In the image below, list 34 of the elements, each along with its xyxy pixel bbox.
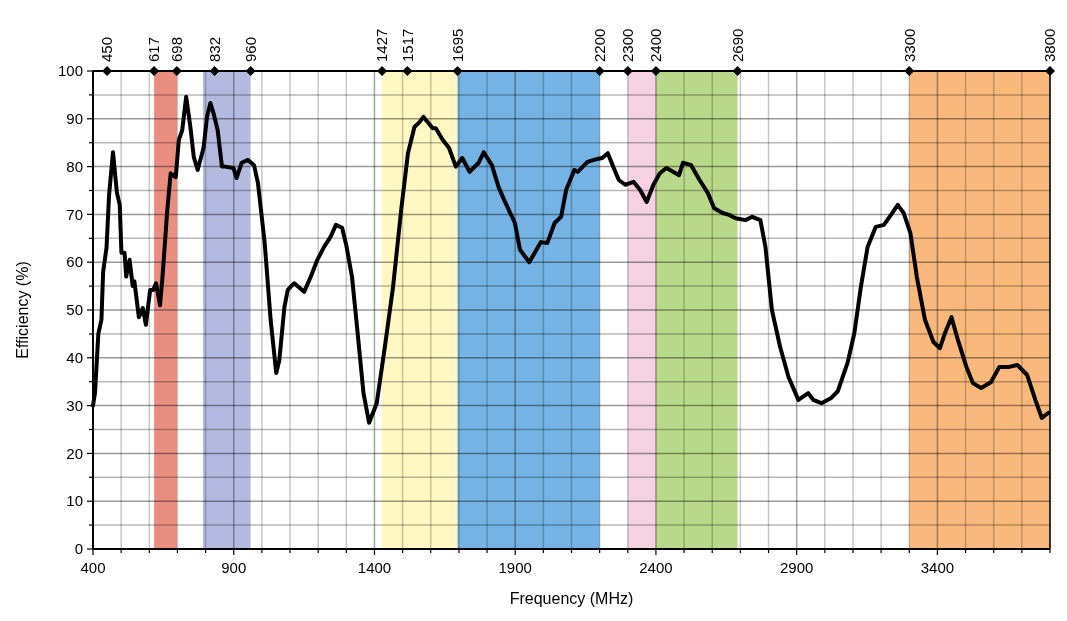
x-tick-label: 1900 — [498, 559, 532, 576]
x2-tick-label: 2400 — [647, 28, 665, 62]
x2-tick-label: 832 — [205, 36, 223, 62]
x2-tick-label: 450 — [98, 36, 116, 62]
y-tick-label: 90 — [66, 110, 83, 128]
x-tick-label: 3400 — [920, 559, 955, 576]
y-tick-label: 10 — [66, 492, 83, 510]
y-tick-label: 100 — [57, 62, 83, 80]
y-tick-label: 0 — [74, 540, 83, 558]
x-tick-label: 1400 — [357, 559, 392, 576]
x2-tick-label: 698 — [168, 36, 186, 62]
x-tick-label: 400 — [80, 559, 106, 576]
y-tick-label: 50 — [66, 301, 83, 319]
y-tick-label: 20 — [66, 444, 83, 462]
x2-tick-label: 617 — [145, 36, 163, 62]
y-tick-label: 30 — [66, 396, 83, 414]
x2-tick-label: 2300 — [619, 28, 637, 62]
x-tick-label: 900 — [221, 559, 247, 576]
y-tick-label: 40 — [66, 349, 83, 367]
x2-tick-label: 2690 — [728, 28, 746, 62]
x-axis-title: Frequency (MHz) — [509, 590, 634, 607]
x2-tick-label: 1517 — [398, 28, 416, 62]
x-tick-label: 2400 — [639, 559, 673, 576]
y-tick-label: 60 — [66, 253, 83, 271]
x-tick-label: 2900 — [779, 559, 814, 576]
x2-tick-label: 2200 — [590, 28, 608, 62]
x2-tick-label: 1695 — [448, 28, 466, 62]
x2-tick-label: 960 — [241, 36, 259, 62]
x2-tick-label: 3300 — [900, 28, 918, 62]
y-tick-label: 70 — [66, 205, 83, 223]
y-axis-title: Efficiency (%) — [14, 261, 31, 359]
x2-tick-label: 3800 — [1041, 28, 1059, 62]
x2-tick-label: 1427 — [373, 28, 391, 62]
y-tick-label: 80 — [66, 157, 83, 175]
